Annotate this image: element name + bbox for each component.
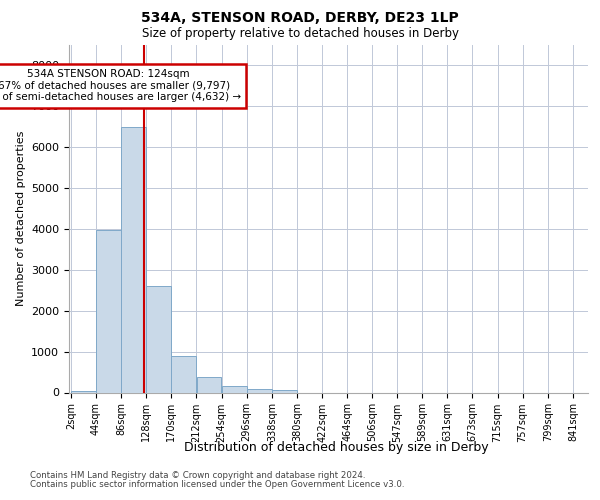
Text: Contains HM Land Registry data © Crown copyright and database right 2024.: Contains HM Land Registry data © Crown c… [30, 471, 365, 480]
Text: 534A, STENSON ROAD, DERBY, DE23 1LP: 534A, STENSON ROAD, DERBY, DE23 1LP [141, 11, 459, 25]
Text: 534A STENSON ROAD: 124sqm
← 67% of detached houses are smaller (9,797)
32% of se: 534A STENSON ROAD: 124sqm ← 67% of detac… [0, 70, 241, 102]
Text: Distribution of detached houses by size in Derby: Distribution of detached houses by size … [184, 441, 488, 454]
Bar [197, 377, 221, 392]
Bar [222, 386, 247, 392]
Text: Size of property relative to detached houses in Derby: Size of property relative to detached ho… [142, 28, 458, 40]
Text: Contains public sector information licensed under the Open Government Licence v3: Contains public sector information licen… [30, 480, 404, 489]
Bar [247, 389, 272, 392]
Bar [96, 230, 121, 392]
Bar [146, 286, 171, 393]
Bar [172, 356, 196, 393]
Bar [121, 127, 146, 392]
Bar [272, 390, 297, 392]
Y-axis label: Number of detached properties: Number of detached properties [16, 131, 26, 306]
